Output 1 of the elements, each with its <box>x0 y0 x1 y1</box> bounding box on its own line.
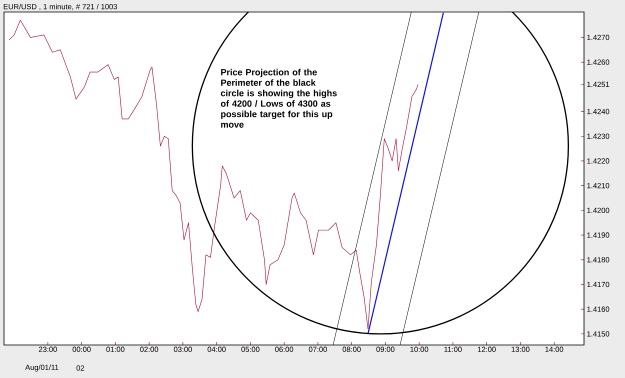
annotation: Price Projection of the Perimeter of the black circle is showing the highs of 4200 / Lows of 4300 as possible target for this up move <box>220 68 337 128</box>
